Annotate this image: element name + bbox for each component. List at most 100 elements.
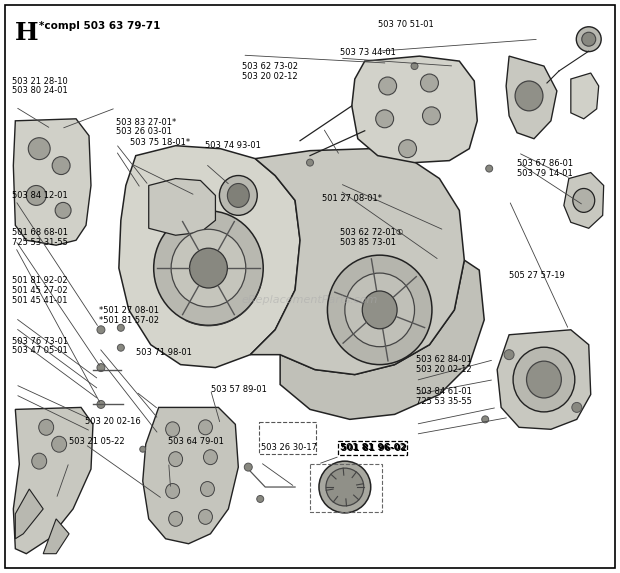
Text: 725 53 35-55: 725 53 35-55 bbox=[416, 397, 472, 406]
Ellipse shape bbox=[482, 416, 489, 423]
Ellipse shape bbox=[52, 156, 70, 175]
Text: 503 64 79-01: 503 64 79-01 bbox=[168, 437, 224, 446]
Ellipse shape bbox=[169, 512, 182, 527]
Ellipse shape bbox=[327, 255, 432, 364]
Ellipse shape bbox=[228, 183, 249, 207]
Ellipse shape bbox=[362, 291, 397, 329]
Ellipse shape bbox=[420, 74, 438, 92]
Bar bbox=[259, 422, 316, 454]
Ellipse shape bbox=[422, 107, 440, 125]
Ellipse shape bbox=[485, 165, 493, 172]
Ellipse shape bbox=[140, 446, 146, 452]
Text: 503 80 24-01: 503 80 24-01 bbox=[12, 87, 68, 96]
Ellipse shape bbox=[190, 248, 228, 288]
Ellipse shape bbox=[244, 463, 252, 471]
Ellipse shape bbox=[399, 140, 417, 158]
Ellipse shape bbox=[26, 186, 46, 205]
Text: 503 73 44-01: 503 73 44-01 bbox=[340, 48, 396, 57]
Text: 503 74 93-01: 503 74 93-01 bbox=[205, 140, 261, 150]
Text: 501 68 68-01: 501 68 68-01 bbox=[12, 229, 68, 237]
Text: *501 81 57-02: *501 81 57-02 bbox=[99, 316, 159, 325]
Ellipse shape bbox=[345, 273, 415, 347]
Polygon shape bbox=[149, 179, 215, 236]
Ellipse shape bbox=[97, 364, 105, 371]
Ellipse shape bbox=[582, 32, 596, 46]
Text: 503 71 98-01: 503 71 98-01 bbox=[136, 348, 192, 356]
Ellipse shape bbox=[526, 361, 561, 398]
Ellipse shape bbox=[51, 436, 66, 452]
Ellipse shape bbox=[257, 496, 264, 503]
Text: 503 62 84-01: 503 62 84-01 bbox=[416, 355, 472, 364]
Ellipse shape bbox=[166, 422, 180, 437]
Ellipse shape bbox=[411, 62, 418, 69]
Text: 503 85 73-01: 503 85 73-01 bbox=[340, 238, 396, 247]
Ellipse shape bbox=[203, 450, 218, 465]
Ellipse shape bbox=[38, 419, 54, 435]
Text: 503 20 02-12: 503 20 02-12 bbox=[416, 364, 472, 374]
Polygon shape bbox=[14, 119, 91, 245]
Text: 503 20 02-16: 503 20 02-16 bbox=[85, 417, 141, 426]
Text: 501 81 96-02: 501 81 96-02 bbox=[340, 444, 407, 453]
Ellipse shape bbox=[117, 344, 125, 351]
Bar bbox=[310, 464, 382, 512]
Text: 503 67 86-01: 503 67 86-01 bbox=[517, 159, 574, 168]
Polygon shape bbox=[250, 148, 464, 375]
Text: 501 27 08-01*: 501 27 08-01* bbox=[322, 194, 383, 203]
Ellipse shape bbox=[515, 81, 543, 111]
Ellipse shape bbox=[219, 175, 257, 215]
Polygon shape bbox=[352, 56, 477, 163]
Text: eReplacementParts.com: eReplacementParts.com bbox=[242, 295, 378, 305]
Ellipse shape bbox=[198, 509, 213, 524]
Ellipse shape bbox=[166, 484, 180, 499]
Ellipse shape bbox=[572, 402, 582, 413]
Ellipse shape bbox=[169, 452, 182, 466]
Ellipse shape bbox=[513, 347, 575, 412]
Polygon shape bbox=[506, 56, 557, 139]
Text: 503 75 18-01*: 503 75 18-01* bbox=[130, 138, 190, 147]
Bar bbox=[338, 441, 407, 456]
Text: 501 81 96-02: 501 81 96-02 bbox=[340, 443, 405, 452]
Ellipse shape bbox=[29, 138, 50, 160]
Polygon shape bbox=[119, 146, 300, 368]
Text: 503 26 03-01: 503 26 03-01 bbox=[116, 127, 172, 136]
Text: *501 27 08-01: *501 27 08-01 bbox=[99, 306, 159, 315]
Text: 503 62 72-01①: 503 62 72-01① bbox=[340, 229, 403, 237]
Ellipse shape bbox=[154, 211, 264, 325]
Text: 503 62 73-02: 503 62 73-02 bbox=[242, 62, 298, 71]
Text: 503 79 14-01: 503 79 14-01 bbox=[517, 168, 573, 178]
Ellipse shape bbox=[55, 202, 71, 218]
Polygon shape bbox=[497, 330, 591, 429]
Ellipse shape bbox=[577, 27, 601, 52]
Ellipse shape bbox=[97, 401, 105, 409]
Text: 503 57 89-01: 503 57 89-01 bbox=[211, 384, 267, 394]
Ellipse shape bbox=[306, 159, 314, 166]
Text: 503 21 28-10: 503 21 28-10 bbox=[12, 77, 68, 86]
Ellipse shape bbox=[198, 420, 213, 435]
Polygon shape bbox=[571, 73, 599, 119]
Polygon shape bbox=[143, 407, 238, 544]
Text: 503 20 02-12: 503 20 02-12 bbox=[242, 72, 298, 81]
Ellipse shape bbox=[376, 110, 394, 128]
Polygon shape bbox=[280, 260, 484, 419]
Text: 501 81 92-02: 501 81 92-02 bbox=[12, 276, 68, 285]
Text: 503 83 27-01*: 503 83 27-01* bbox=[116, 118, 177, 127]
Text: 505 27 57-19: 505 27 57-19 bbox=[509, 270, 564, 280]
Ellipse shape bbox=[97, 326, 105, 333]
Ellipse shape bbox=[32, 453, 46, 469]
Text: 503 84 61-01: 503 84 61-01 bbox=[416, 387, 472, 397]
Text: 501 45 27-02: 501 45 27-02 bbox=[12, 286, 68, 295]
Ellipse shape bbox=[117, 324, 125, 331]
Text: *compl 503 63 79-71: *compl 503 63 79-71 bbox=[39, 21, 161, 32]
Ellipse shape bbox=[379, 77, 397, 95]
Polygon shape bbox=[14, 407, 93, 554]
Ellipse shape bbox=[504, 350, 514, 360]
Text: 503 76 73-01: 503 76 73-01 bbox=[12, 337, 69, 346]
Polygon shape bbox=[43, 519, 69, 554]
Text: 503 70 51-01: 503 70 51-01 bbox=[378, 19, 433, 29]
Text: 503 84 12-01: 503 84 12-01 bbox=[12, 191, 68, 200]
Ellipse shape bbox=[573, 189, 595, 213]
Text: 503 26 30-17: 503 26 30-17 bbox=[260, 443, 317, 452]
Ellipse shape bbox=[171, 229, 246, 307]
Text: 503 21 05-22: 503 21 05-22 bbox=[69, 437, 125, 446]
Ellipse shape bbox=[200, 481, 215, 496]
